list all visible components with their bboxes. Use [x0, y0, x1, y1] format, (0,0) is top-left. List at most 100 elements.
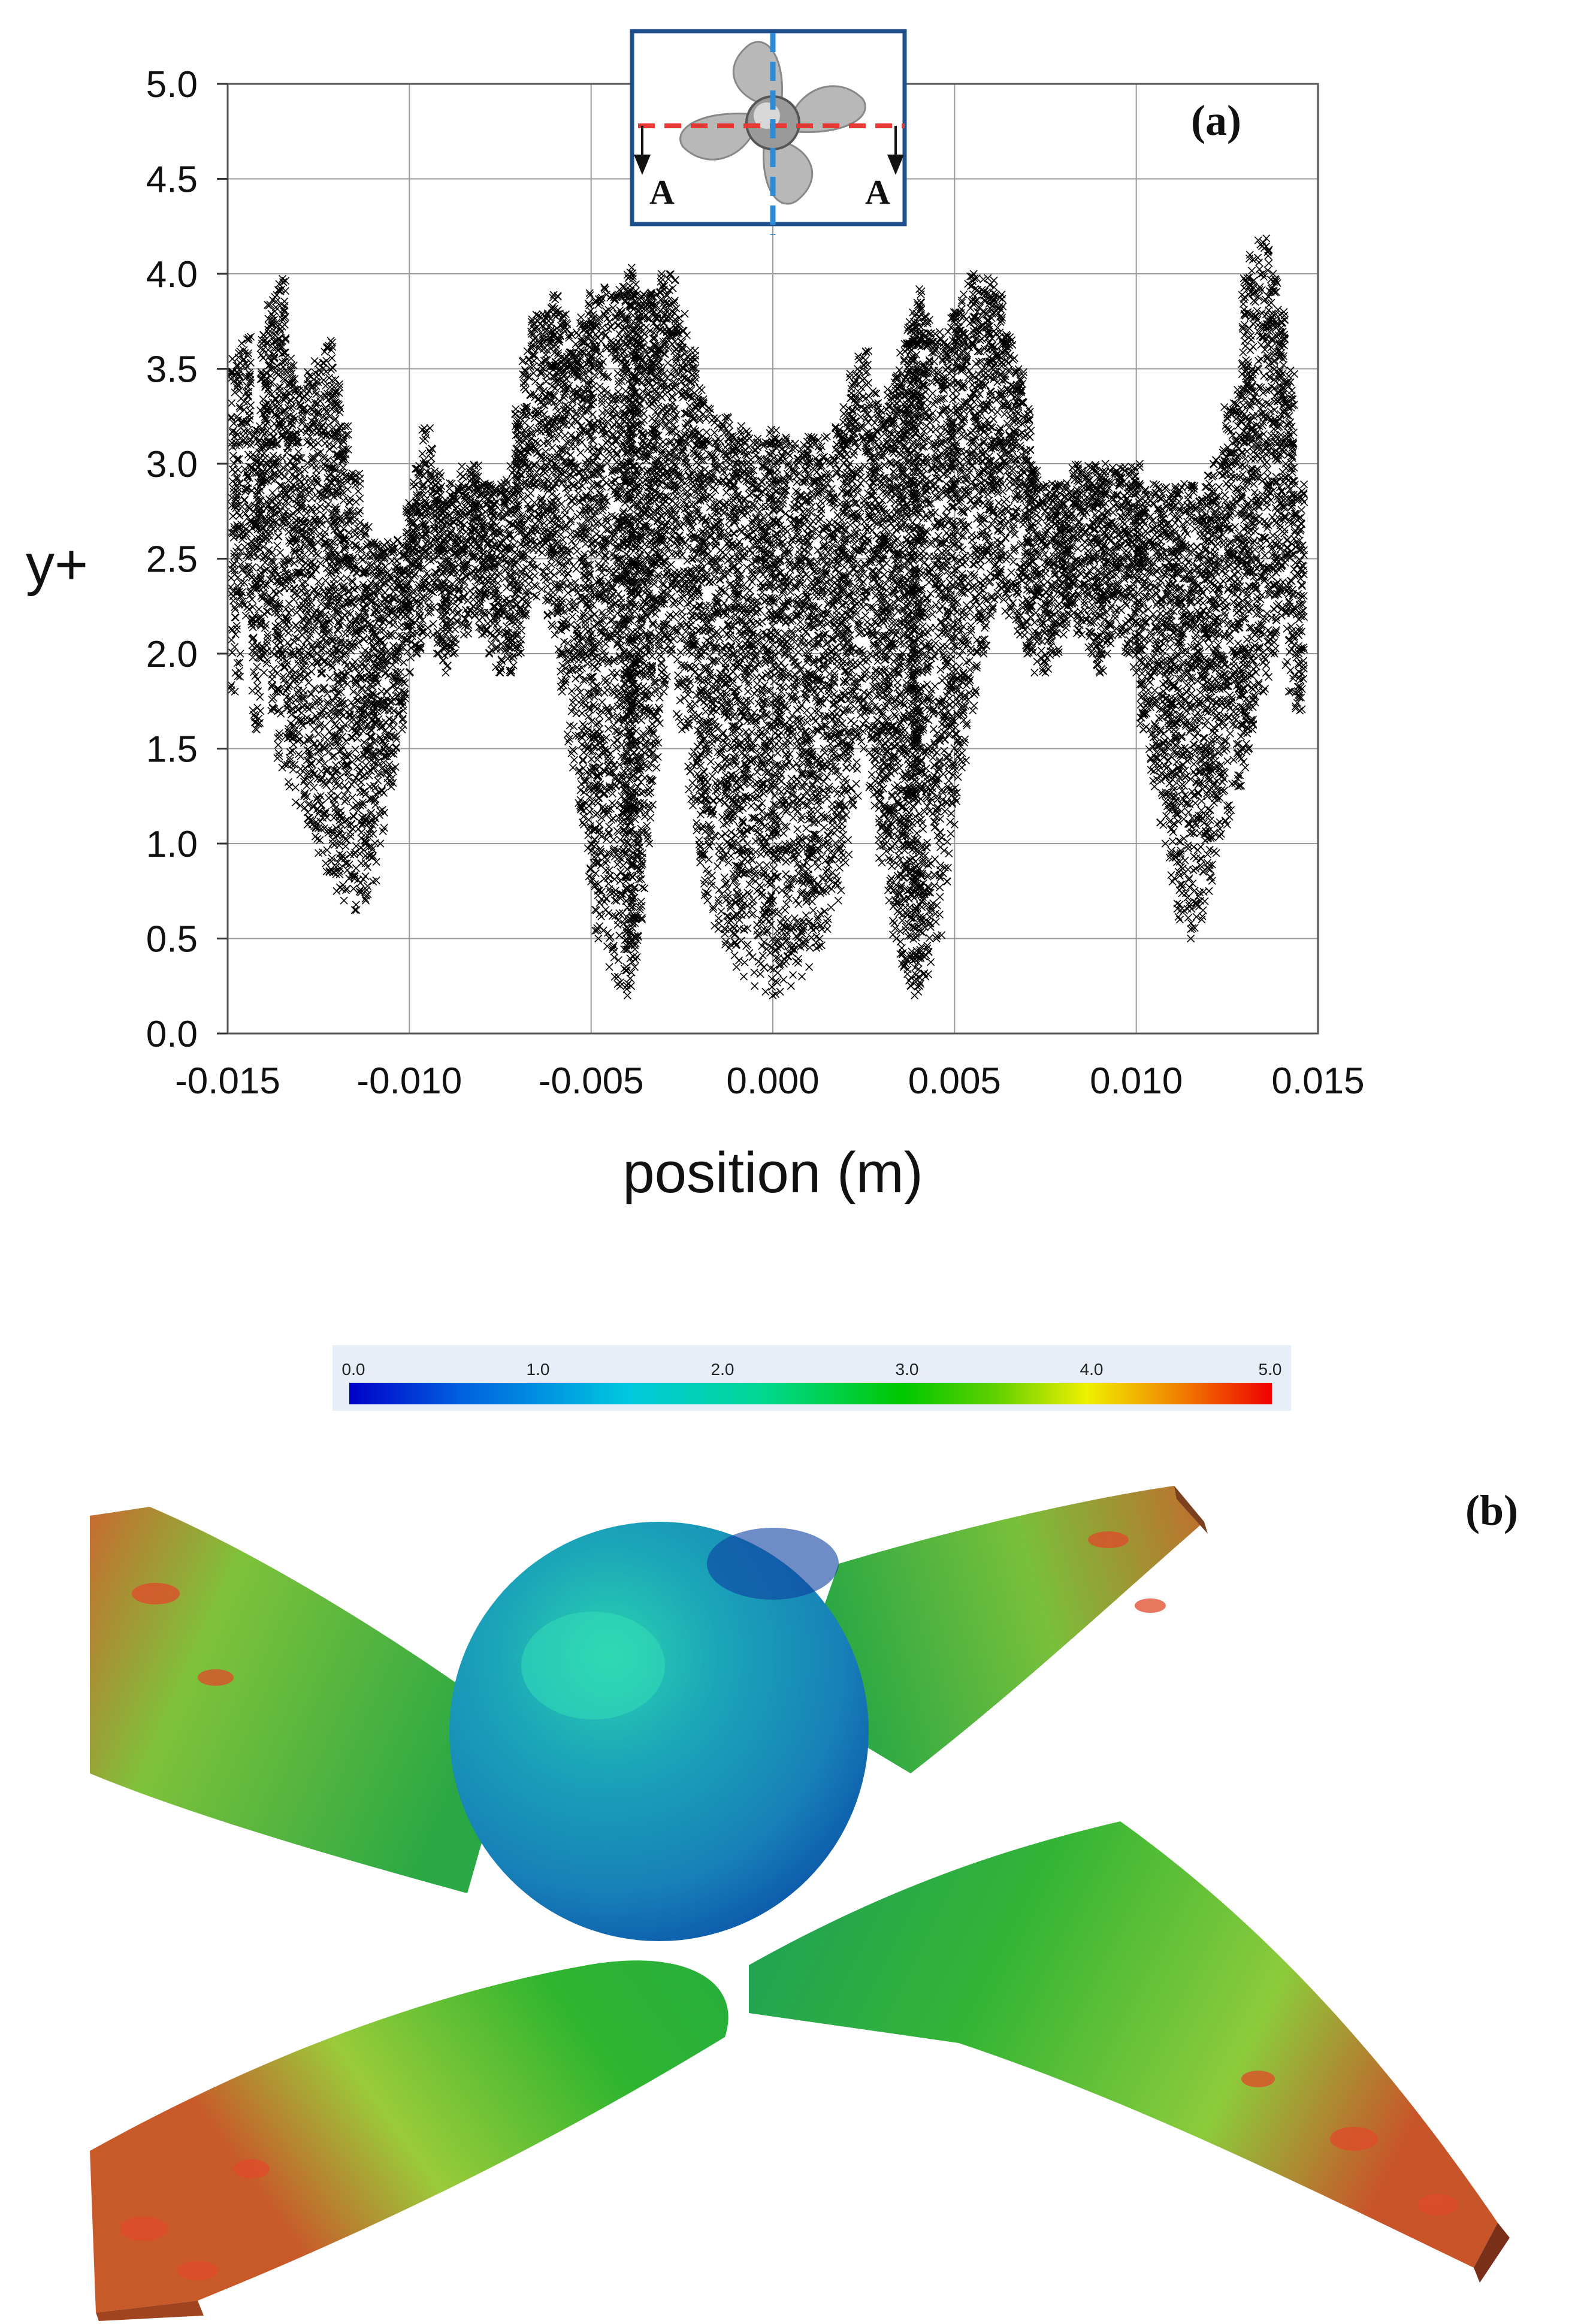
data-point — [492, 597, 499, 604]
data-point — [231, 614, 238, 621]
data-point — [573, 548, 581, 555]
data-point — [555, 646, 562, 653]
data-point — [321, 359, 328, 367]
data-point — [270, 428, 277, 435]
data-point — [228, 400, 235, 407]
data-point — [273, 642, 280, 649]
data-point — [358, 779, 365, 786]
data-point — [241, 496, 248, 503]
data-point — [426, 447, 433, 454]
data-point — [460, 473, 467, 480]
data-point — [329, 364, 336, 371]
data-point — [338, 593, 345, 600]
data-point — [551, 631, 558, 638]
data-point — [341, 798, 349, 805]
data-point — [406, 668, 413, 675]
data-point — [353, 697, 361, 704]
data-point — [543, 378, 550, 385]
data-point — [567, 451, 574, 458]
data-point — [570, 563, 577, 570]
data-point — [564, 738, 572, 745]
data-point — [229, 649, 236, 656]
data-point — [519, 575, 527, 582]
data-point — [351, 518, 358, 525]
data-point — [317, 818, 324, 825]
data-point — [292, 500, 300, 507]
data-point — [254, 704, 261, 711]
data-point — [374, 777, 382, 784]
data-point — [494, 620, 501, 627]
data-point — [292, 799, 300, 806]
data-point — [355, 488, 362, 495]
data-point — [398, 726, 406, 733]
data-point — [341, 782, 348, 790]
data-point — [304, 391, 311, 398]
data-point — [390, 642, 397, 649]
data-point — [238, 420, 245, 427]
data-point — [279, 323, 286, 330]
data-point — [430, 620, 437, 627]
data-point — [334, 793, 341, 800]
data-point — [281, 298, 288, 305]
data-point — [248, 487, 255, 494]
data-point — [290, 596, 297, 603]
data-point — [270, 587, 277, 594]
data-point — [344, 681, 351, 688]
data-point — [471, 611, 478, 618]
data-point — [358, 554, 365, 561]
data-point — [572, 443, 579, 450]
data-point — [274, 542, 281, 549]
data-point — [527, 560, 534, 567]
data-point — [561, 507, 568, 514]
data-point — [297, 753, 304, 760]
data-point — [386, 583, 394, 590]
data-point — [411, 573, 418, 580]
data-point — [308, 668, 315, 675]
data-point — [530, 337, 537, 344]
data-point — [554, 325, 561, 332]
data-point — [276, 392, 283, 399]
data-point — [328, 787, 335, 794]
data-point — [329, 664, 336, 671]
data-point — [340, 497, 347, 504]
data-point — [232, 631, 239, 638]
data-point — [316, 503, 324, 510]
data-point — [274, 533, 282, 540]
data-point — [284, 639, 291, 646]
data-point — [261, 567, 268, 574]
data-point — [441, 652, 448, 659]
data-point — [325, 794, 332, 802]
data-point — [228, 590, 235, 597]
data-point — [318, 633, 325, 640]
data-point — [276, 730, 283, 737]
data-point — [327, 674, 334, 681]
data-point — [325, 500, 332, 507]
data-point — [394, 536, 401, 543]
data-point — [232, 669, 239, 676]
data-point — [503, 622, 510, 630]
data-point — [467, 541, 474, 548]
data-point — [313, 467, 320, 474]
data-point — [229, 355, 236, 362]
data-point — [325, 374, 332, 382]
data-point — [353, 906, 360, 914]
data-point — [315, 408, 322, 415]
data-point — [229, 466, 236, 473]
data-point — [356, 770, 363, 777]
data-point — [357, 880, 364, 887]
data-point — [572, 542, 579, 549]
data-point — [351, 906, 358, 914]
data-point — [313, 473, 320, 480]
data-point — [347, 829, 354, 836]
data-point — [399, 715, 406, 722]
data-point — [249, 603, 256, 611]
data-point — [567, 504, 574, 512]
data-point — [383, 662, 390, 669]
data-point — [432, 481, 439, 488]
data-point — [316, 836, 324, 844]
data-point — [318, 584, 325, 591]
data-point — [301, 466, 309, 473]
data-point — [531, 572, 539, 579]
data-point — [313, 429, 321, 436]
